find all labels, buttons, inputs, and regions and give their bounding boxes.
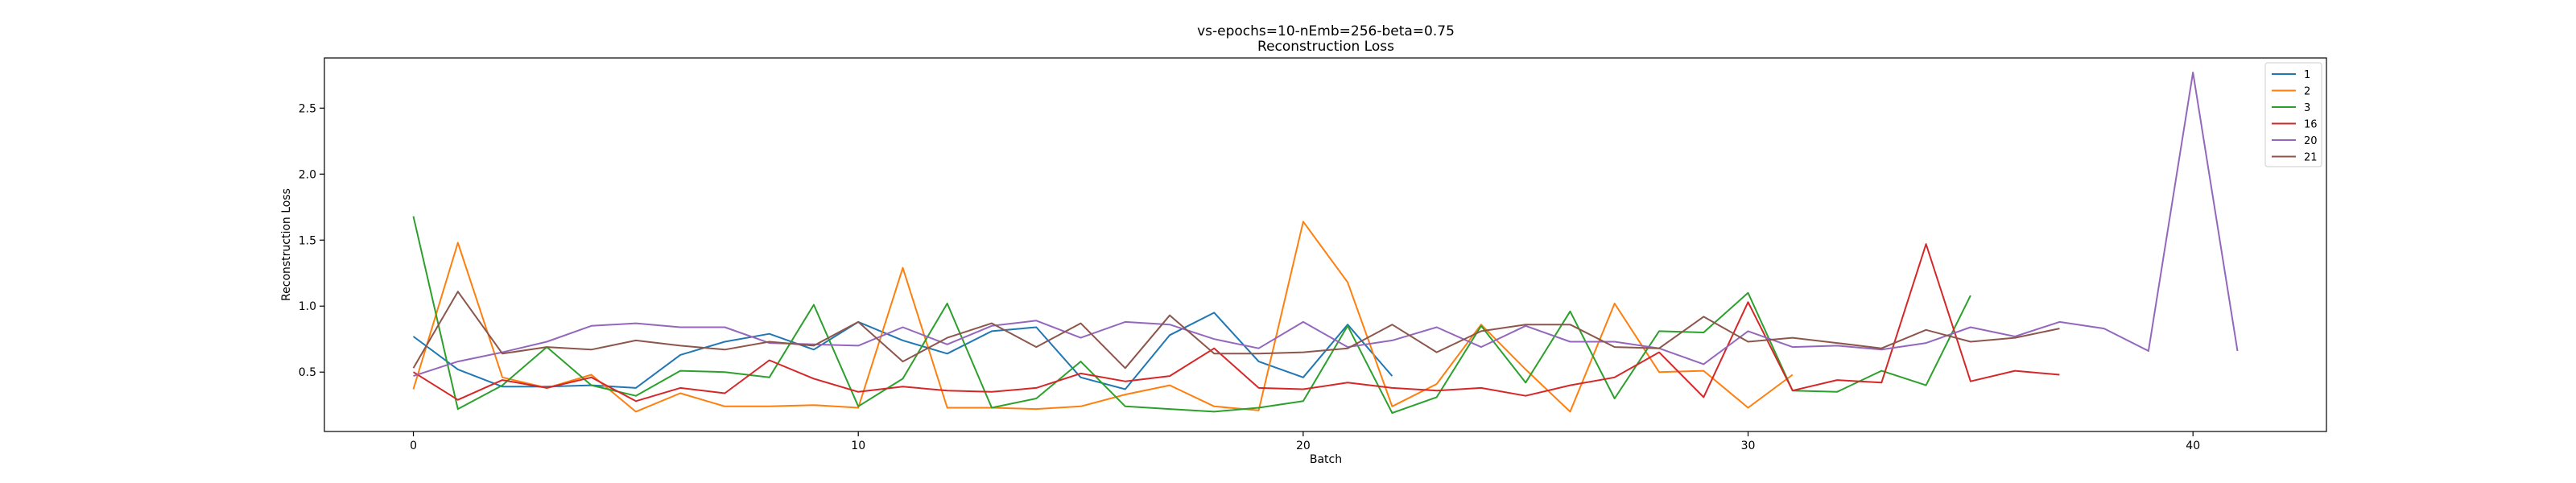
legend-label-20: 20 xyxy=(2304,135,2318,147)
x-tick-label: 30 xyxy=(1741,440,1756,452)
y-tick-label: 0.5 xyxy=(299,366,316,379)
legend-label-16: 16 xyxy=(2304,119,2318,131)
legend: 1 2 3 16 20 21 xyxy=(2264,62,2322,167)
x-tick-label: 40 xyxy=(2186,440,2200,452)
x-tick-label: 10 xyxy=(851,440,865,452)
series-line-16 xyxy=(412,243,2060,402)
legend-label-3: 3 xyxy=(2304,102,2310,114)
chart-subtitle: Reconstruction Loss xyxy=(1257,39,1394,55)
chart-title: vs-epochs=10-nEmb=256-beta=0.75 xyxy=(1197,23,1455,39)
x-axis: 0 10 20 30 40 xyxy=(410,431,2200,452)
series-line-1 xyxy=(412,312,1393,390)
y-tick-label: 2.5 xyxy=(299,102,316,115)
series-line-3 xyxy=(412,216,1971,414)
x-tick-label: 20 xyxy=(1296,440,1311,452)
x-axis-label: Batch xyxy=(1310,453,1342,466)
x-tick-label: 0 xyxy=(410,440,417,452)
y-axis-label: Reconstruction Loss xyxy=(280,188,293,301)
series-line-20 xyxy=(413,72,2239,378)
y-tick-label: 1.0 xyxy=(299,300,316,313)
series-lines xyxy=(412,72,2239,414)
plot-frame xyxy=(324,57,2327,432)
y-tick-label: 1.5 xyxy=(299,234,316,247)
y-tick-label: 2.0 xyxy=(299,168,316,181)
series-line-21 xyxy=(412,291,2060,369)
y-axis: 0.5 1.0 1.5 2.0 2.5 xyxy=(299,102,324,379)
legend-label-21: 21 xyxy=(2304,152,2318,164)
legend-label-1: 1 xyxy=(2304,69,2310,81)
series-line-2 xyxy=(412,221,1794,413)
legend-label-2: 2 xyxy=(2304,86,2310,98)
